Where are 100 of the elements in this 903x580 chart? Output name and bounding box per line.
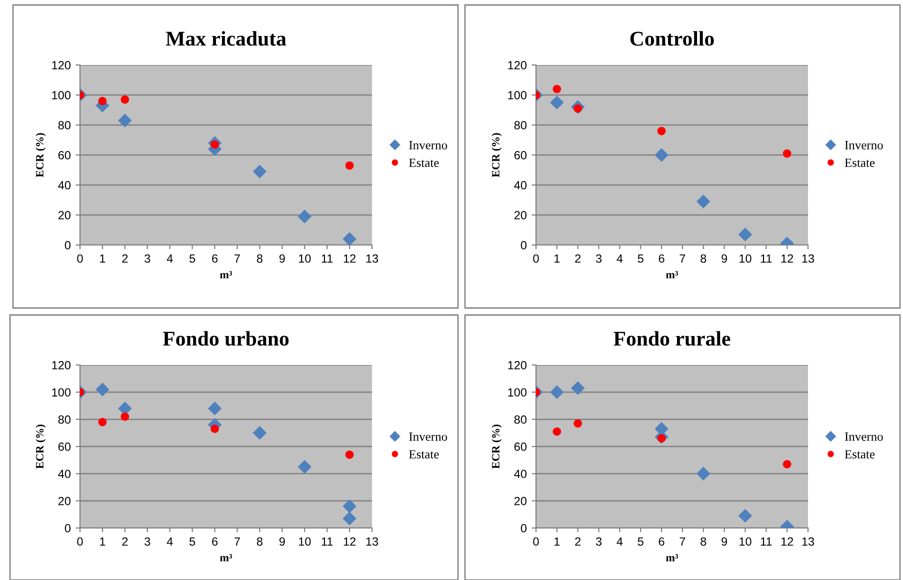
point bbox=[570, 381, 585, 395]
x-tick-label: 0 bbox=[77, 254, 83, 263]
x-tick-label: 5 bbox=[189, 254, 196, 263]
y-tick-label: 60 bbox=[514, 151, 527, 160]
y-tick-label: 80 bbox=[58, 415, 71, 424]
x-tick-label: 12 bbox=[781, 537, 794, 546]
x-tick-label: 3 bbox=[596, 254, 602, 263]
y-tick-label: 100 bbox=[508, 388, 527, 397]
legend-label: Inverno bbox=[844, 432, 883, 441]
x-tick-label: 12 bbox=[781, 254, 794, 263]
x-tick-label: 12 bbox=[344, 254, 356, 263]
y-tick-label: 20 bbox=[514, 496, 527, 506]
x-tick-label: 13 bbox=[802, 254, 814, 263]
x-tick-label: 0 bbox=[533, 254, 539, 263]
legend-label: Estate bbox=[409, 158, 439, 167]
point bbox=[574, 419, 582, 428]
point bbox=[345, 450, 354, 459]
legend-label: Inverno bbox=[409, 141, 448, 150]
x-tick-label: 10 bbox=[298, 537, 311, 546]
y-tick-label: 80 bbox=[514, 121, 527, 130]
y-axis-title: ECR (%) bbox=[492, 133, 502, 178]
x-tick-label: 3 bbox=[144, 254, 150, 263]
x-tick-label: 2 bbox=[575, 537, 581, 546]
x-tick-label: 11 bbox=[760, 537, 772, 546]
x-tick-label: 11 bbox=[322, 537, 333, 546]
point bbox=[782, 149, 792, 158]
point bbox=[252, 426, 267, 440]
point bbox=[657, 126, 666, 136]
y-tick-label: 120 bbox=[508, 361, 527, 370]
chart-title: Max ricaduta bbox=[166, 31, 286, 46]
y-tick-label: 20 bbox=[514, 211, 527, 220]
y-tick-label: 120 bbox=[52, 361, 71, 370]
legend-label: Estate bbox=[409, 450, 439, 458]
x-tick-label: 3 bbox=[144, 537, 150, 546]
point bbox=[98, 96, 107, 106]
point bbox=[696, 466, 710, 481]
y-tick-label: 0 bbox=[520, 524, 527, 532]
x-tick-label: 10 bbox=[298, 254, 311, 263]
point bbox=[696, 194, 710, 208]
chart-title: Fondo urbano bbox=[162, 331, 289, 346]
x-tick-label: 7 bbox=[680, 537, 686, 546]
x-tick-label: 2 bbox=[122, 537, 128, 546]
x-tick-label: 2 bbox=[122, 254, 128, 263]
point bbox=[96, 382, 110, 396]
x-tick-label: 12 bbox=[344, 537, 356, 546]
y-axis-title: ECR (%) bbox=[492, 424, 502, 469]
x-tick-label: 8 bbox=[256, 254, 262, 263]
x-tick-label: 6 bbox=[658, 254, 664, 263]
point bbox=[252, 164, 267, 178]
y-tick-label: 60 bbox=[514, 442, 527, 451]
y-tick-label: 20 bbox=[58, 496, 71, 506]
x-axis-title: m³ bbox=[666, 554, 678, 562]
x-axis-title: m³ bbox=[666, 270, 678, 278]
x-tick-label: 8 bbox=[256, 537, 262, 546]
y-tick-label: 60 bbox=[58, 151, 71, 160]
x-tick-label: 1 bbox=[100, 537, 106, 546]
y-axis-title: ECR (%) bbox=[36, 133, 46, 178]
legend-label: Estate bbox=[844, 450, 875, 458]
x-tick-label: 4 bbox=[166, 254, 173, 263]
point bbox=[98, 418, 107, 426]
x-tick-label: 10 bbox=[740, 537, 752, 546]
legend-label: Inverno bbox=[409, 432, 448, 441]
chart-title: Controllo bbox=[630, 31, 714, 46]
x-tick-label: 6 bbox=[658, 537, 664, 546]
point bbox=[654, 148, 668, 162]
x-tick-label: 7 bbox=[234, 254, 240, 263]
x-tick-label: 10 bbox=[740, 254, 752, 263]
x-tick-label: 13 bbox=[366, 254, 378, 263]
x-tick-label: 9 bbox=[279, 254, 285, 263]
y-tick-label: 100 bbox=[52, 388, 71, 397]
point bbox=[118, 114, 132, 128]
x-tick-label: 8 bbox=[700, 537, 706, 546]
y-tick-label: 80 bbox=[58, 121, 71, 130]
x-tick-label: 13 bbox=[366, 537, 378, 546]
y-tick-label: 40 bbox=[514, 470, 527, 478]
x-tick-label: 3 bbox=[596, 537, 602, 546]
y-tick-label: 20 bbox=[58, 211, 71, 220]
chart-title: Fondo rurale bbox=[614, 331, 730, 346]
y-tick-label: 0 bbox=[64, 241, 71, 250]
x-tick-label: 1 bbox=[554, 254, 560, 263]
point bbox=[342, 232, 356, 245]
x-axis-title: m³ bbox=[220, 554, 232, 562]
x-tick-label: 2 bbox=[575, 254, 581, 263]
y-tick-label: 120 bbox=[52, 61, 71, 70]
x-tick-label: 5 bbox=[638, 254, 644, 263]
x-tick-label: 4 bbox=[166, 537, 173, 546]
point bbox=[342, 499, 356, 514]
y-tick-label: 0 bbox=[64, 524, 71, 532]
point bbox=[208, 402, 222, 416]
point bbox=[782, 460, 792, 468]
y-tick-label: 100 bbox=[508, 91, 527, 100]
x-tick-label: 8 bbox=[700, 254, 706, 263]
x-tick-label: 1 bbox=[100, 254, 106, 263]
x-tick-label: 0 bbox=[77, 537, 83, 546]
x-tick-label: 11 bbox=[322, 254, 333, 263]
point bbox=[120, 95, 130, 104]
legend-label: Inverno bbox=[844, 141, 883, 150]
y-tick-label: 80 bbox=[514, 415, 527, 424]
y-tick-label: 60 bbox=[58, 442, 71, 451]
point bbox=[552, 427, 562, 436]
